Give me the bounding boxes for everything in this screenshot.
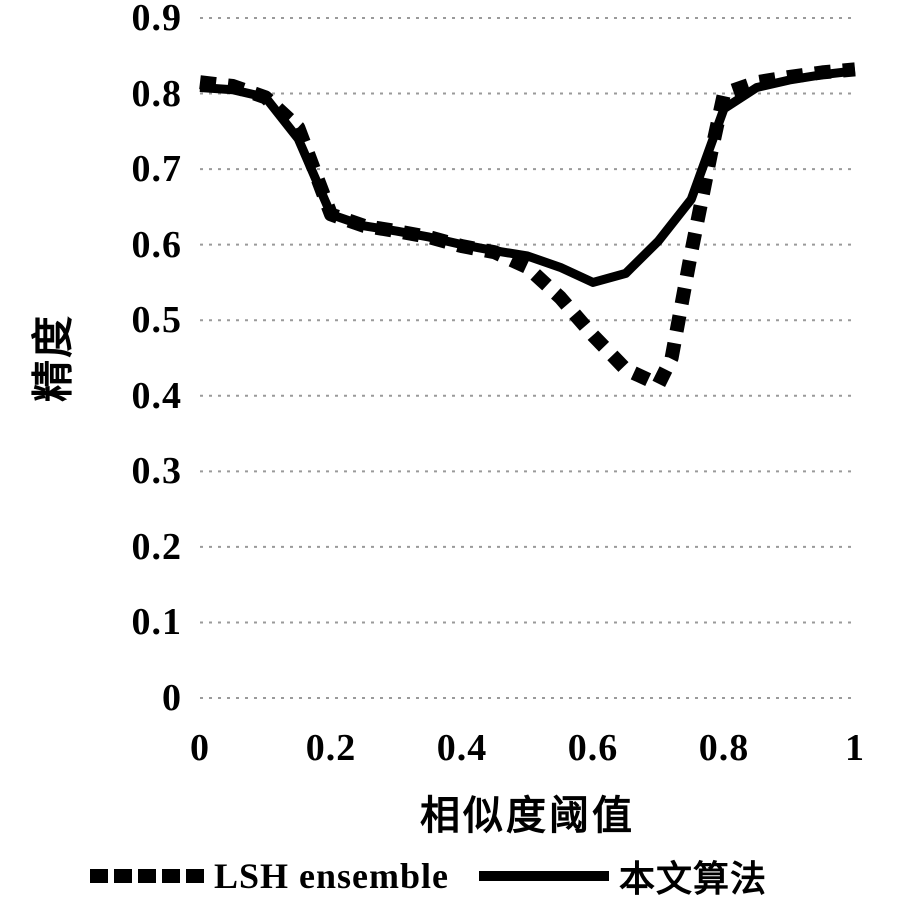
y-tick-label: 0.6 <box>132 223 183 267</box>
y-tick-label: 0.7 <box>132 147 183 191</box>
x-tick-label: 0.2 <box>306 726 357 770</box>
y-tick-label: 0.2 <box>132 525 183 569</box>
x-tick-label: 0 <box>190 726 210 770</box>
legend: LSH ensemble 本文算法 <box>90 850 767 902</box>
legend-item: LSH ensemble <box>90 855 449 897</box>
y-tick-label: 0.4 <box>132 374 183 418</box>
y-tick-label: 0 <box>162 676 182 720</box>
x-tick-label: 1 <box>845 726 865 770</box>
legend-item: 本文算法 <box>479 850 767 902</box>
y-tick-label: 0.8 <box>132 72 183 116</box>
y-tick-label: 0.9 <box>132 0 183 40</box>
plot-area <box>200 18 855 698</box>
x-tick-label: 0.6 <box>568 726 619 770</box>
legend-swatch-dashed <box>90 869 204 883</box>
y-tick-label: 0.3 <box>132 449 183 493</box>
series-1 <box>200 71 855 283</box>
legend-label: LSH ensemble <box>214 855 449 897</box>
y-tick-label: 0.1 <box>132 600 183 644</box>
series-0 <box>200 69 855 384</box>
y-axis-label: 精度 <box>20 314 81 402</box>
plot-svg <box>200 18 855 698</box>
x-tick-label: 0.8 <box>699 726 750 770</box>
y-tick-label: 0.5 <box>132 298 183 342</box>
x-tick-label: 0.4 <box>437 726 488 770</box>
x-axis-label: 相似度阈值 <box>420 783 635 841</box>
chart-container: 精度 相似度阈值 LSH ensemble 本文算法 0 0.1 0.2 0.3 0.4 0… <box>0 0 897 914</box>
legend-swatch-solid <box>479 871 609 881</box>
legend-label: 本文算法 <box>619 850 767 902</box>
